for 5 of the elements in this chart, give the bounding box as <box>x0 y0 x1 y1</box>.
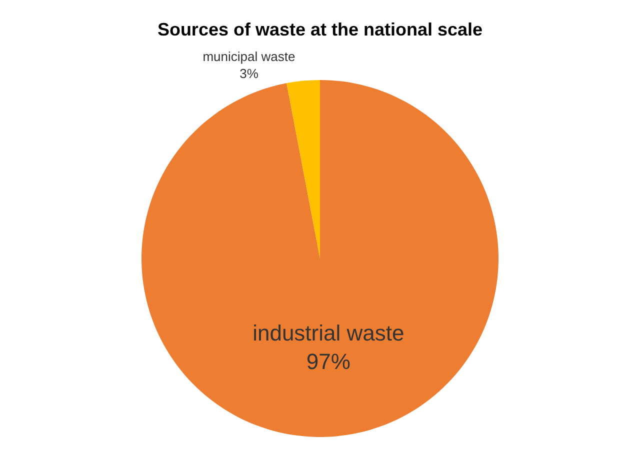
slice-label: municipal waste <box>202 49 296 64</box>
data-label: 97% <box>306 349 350 374</box>
data-label: 3% <box>240 66 259 81</box>
slice-label: industrial waste <box>252 320 404 346</box>
chart-title: Sources of waste at the national scale <box>157 19 483 40</box>
